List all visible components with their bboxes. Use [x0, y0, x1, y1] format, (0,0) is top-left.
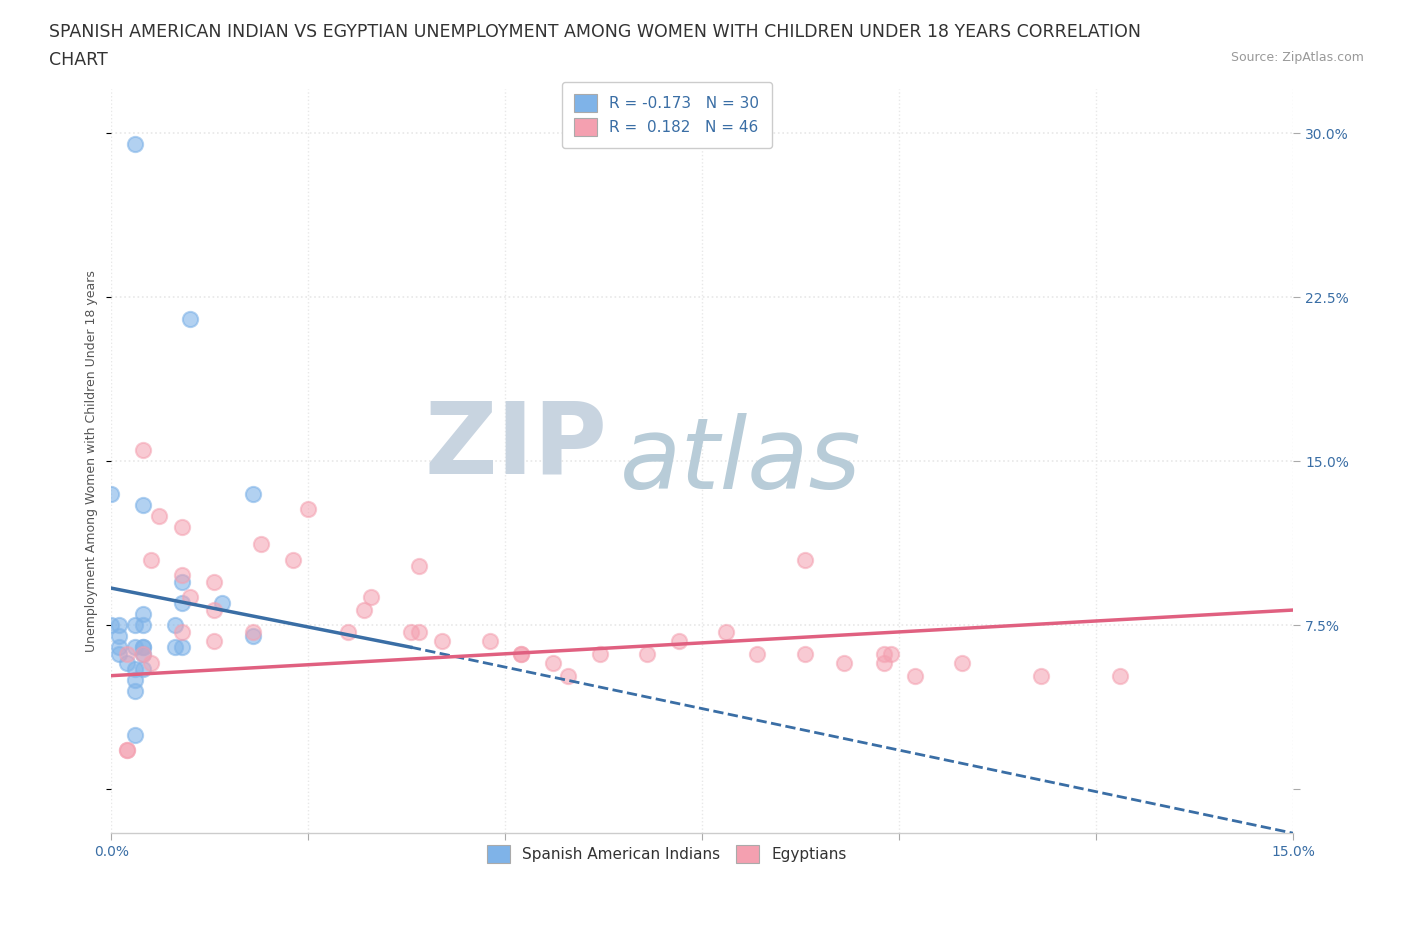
Point	[668, 633, 690, 648]
Point	[124, 640, 146, 655]
Point	[124, 618, 146, 632]
Point	[172, 596, 194, 611]
Point	[132, 618, 155, 632]
Point	[117, 743, 139, 758]
Point	[139, 552, 162, 567]
Text: atlas: atlas	[620, 413, 862, 510]
Point	[148, 509, 170, 524]
Point	[132, 640, 155, 655]
Point	[557, 669, 579, 684]
Point	[108, 629, 131, 644]
Point	[1029, 669, 1052, 684]
Point	[510, 646, 533, 661]
Point	[832, 655, 855, 670]
Point	[872, 655, 894, 670]
Point	[478, 633, 501, 648]
Point	[211, 596, 233, 611]
Point	[132, 640, 155, 655]
Legend: Spanish American Indians, Egyptians: Spanish American Indians, Egyptians	[479, 837, 853, 870]
Point	[202, 603, 225, 618]
Point	[242, 629, 264, 644]
Point	[793, 552, 815, 567]
Point	[1108, 669, 1130, 684]
Point	[172, 624, 194, 639]
Point	[124, 661, 146, 676]
Point	[132, 646, 155, 661]
Point	[117, 655, 139, 670]
Point	[124, 727, 146, 742]
Point	[202, 633, 225, 648]
Point	[589, 646, 612, 661]
Point	[179, 590, 201, 604]
Point	[117, 743, 139, 758]
Point	[172, 574, 194, 589]
Point	[163, 618, 186, 632]
Point	[408, 559, 430, 574]
Point	[172, 640, 194, 655]
Point	[132, 443, 155, 458]
Point	[353, 603, 375, 618]
Point	[336, 624, 359, 639]
Point	[179, 312, 201, 326]
Text: Source: ZipAtlas.com: Source: ZipAtlas.com	[1230, 51, 1364, 64]
Point	[880, 646, 903, 661]
Point	[541, 655, 564, 670]
Point	[132, 607, 155, 622]
Point	[124, 684, 146, 698]
Point	[108, 618, 131, 632]
Point	[408, 624, 430, 639]
Point	[100, 618, 122, 632]
Point	[950, 655, 973, 670]
Point	[132, 498, 155, 512]
Point	[172, 520, 194, 535]
Point	[132, 646, 155, 661]
Point	[100, 486, 122, 501]
Point	[281, 552, 304, 567]
Point	[872, 646, 894, 661]
Point	[242, 624, 264, 639]
Point	[747, 646, 769, 661]
Point	[202, 574, 225, 589]
Point	[242, 486, 264, 501]
Point	[172, 567, 194, 582]
Point	[250, 537, 273, 551]
Point	[510, 646, 533, 661]
Text: ZIP: ZIP	[425, 398, 607, 495]
Point	[108, 640, 131, 655]
Point	[904, 669, 927, 684]
Point	[108, 646, 131, 661]
Point	[432, 633, 454, 648]
Point	[132, 661, 155, 676]
Point	[124, 137, 146, 152]
Point	[117, 646, 139, 661]
Point	[636, 646, 658, 661]
Y-axis label: Unemployment Among Women with Children Under 18 years: Unemployment Among Women with Children U…	[86, 271, 98, 652]
Point	[124, 672, 146, 687]
Point	[163, 640, 186, 655]
Point	[714, 624, 737, 639]
Point	[360, 590, 382, 604]
Point	[297, 502, 319, 517]
Point	[399, 624, 422, 639]
Point	[139, 655, 162, 670]
Point	[793, 646, 815, 661]
Text: SPANISH AMERICAN INDIAN VS EGYPTIAN UNEMPLOYMENT AMONG WOMEN WITH CHILDREN UNDER: SPANISH AMERICAN INDIAN VS EGYPTIAN UNEM…	[49, 23, 1142, 41]
Text: CHART: CHART	[49, 51, 108, 69]
